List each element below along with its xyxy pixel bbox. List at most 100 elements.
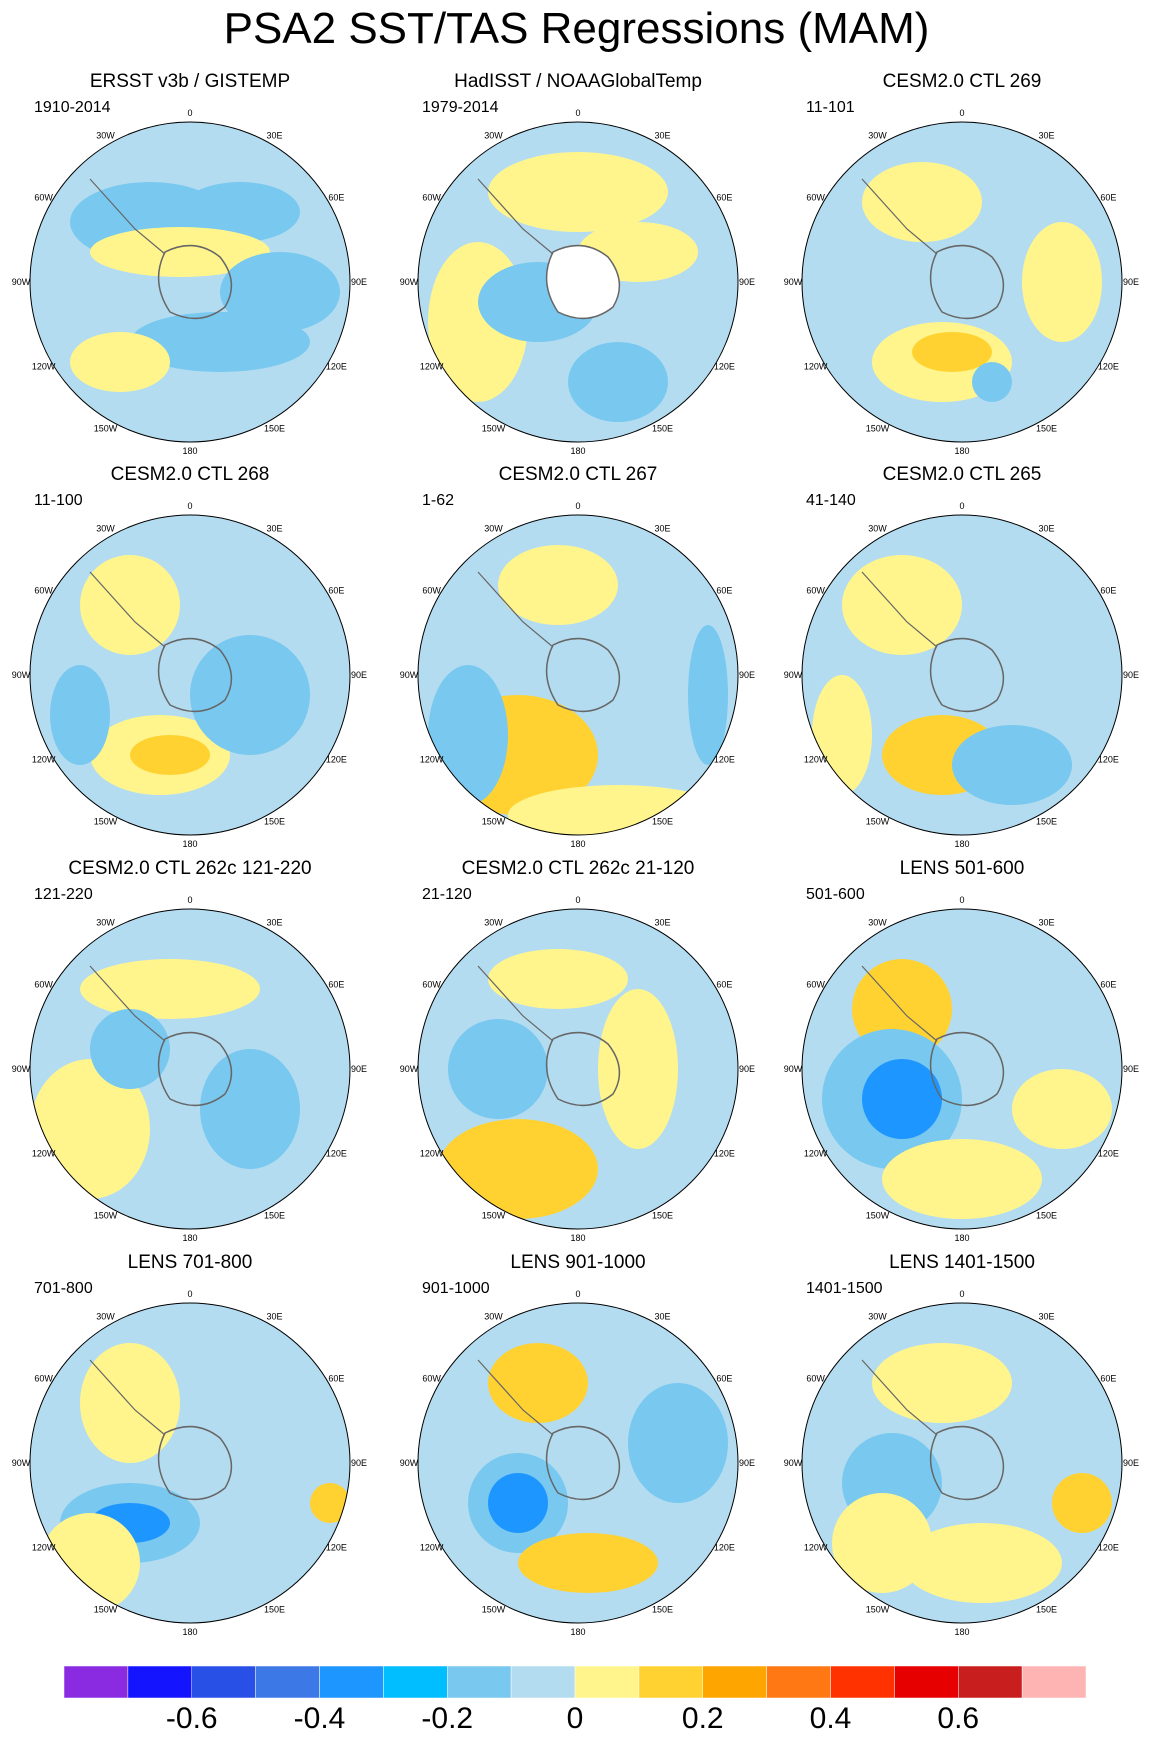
panel-title: LENS 1401-1500 — [889, 1252, 1035, 1273]
longitude-tick-label: 180 — [570, 446, 585, 456]
longitude-tick-label: 90W — [12, 1458, 31, 1468]
longitude-tick-label: 120E — [1098, 1543, 1119, 1553]
longitude-tick-label: 60W — [422, 586, 441, 596]
panel-period: 21-120 — [422, 886, 472, 903]
longitude-tick-label: 90W — [12, 1064, 31, 1074]
antarctica-coastline — [157, 1031, 233, 1107]
map-panel: 0 30E 60E 90E 120E 150E 180 150W 120W 90W 60W 30W LE… — [772, 1251, 1152, 1641]
colorbar-box — [574, 1665, 640, 1699]
longitude-tick-label: 60E — [1100, 586, 1116, 596]
anomaly-region — [862, 162, 982, 242]
longitude-tick-label: 90E — [1123, 1458, 1139, 1468]
anomaly-region — [428, 665, 508, 805]
peninsula-coastline — [477, 571, 554, 648]
longitude-tick-label: 30W — [868, 1312, 887, 1322]
polar-map: 0 30E 60E 90E 120E 150E 180 150W 120W 90W 60W 30W — [784, 1289, 1139, 1637]
longitude-tick-label: 0 — [187, 108, 192, 118]
longitude-tick-label: 60E — [328, 980, 344, 990]
longitude-tick-label: 120W — [804, 1543, 828, 1553]
colorbar-label: -0.4 — [293, 1702, 346, 1735]
longitude-tick-label: 120E — [326, 1543, 347, 1553]
anomaly-region — [862, 1059, 942, 1139]
longitude-tick-label: 150W — [482, 816, 506, 826]
polar-map: 0 30E 60E 90E 120E 150E 180 150W 120W 90W 60W 30W — [400, 895, 755, 1243]
anomaly-region — [310, 1483, 350, 1523]
longitude-tick-label: 30W — [96, 1312, 115, 1322]
longitude-tick-label: 150E — [652, 423, 673, 433]
anomaly-region — [842, 555, 962, 655]
longitude-tick-label: 30E — [266, 918, 282, 928]
longitude-tick-label: 150E — [652, 1604, 673, 1614]
longitude-tick-label: 120E — [714, 1149, 735, 1159]
panel-period: 11-100 — [34, 492, 83, 509]
longitude-tick-label: 150W — [866, 1210, 890, 1220]
polar-map: 0 30E 60E 90E 120E 150E 180 150W 120W 90W 60W 30W — [784, 501, 1139, 849]
longitude-tick-label: 90W — [400, 277, 419, 287]
colorbar-label: 0.6 — [937, 1702, 980, 1735]
longitude-tick-label: 60W — [806, 980, 825, 990]
longitude-tick-label: 150E — [264, 816, 285, 826]
colorbar-box — [383, 1665, 448, 1699]
peninsula-coastline — [861, 1359, 938, 1436]
colorbar-box — [447, 1665, 512, 1699]
longitude-tick-label: 90W — [400, 1064, 419, 1074]
anomaly-region — [812, 675, 872, 795]
panel-period: 121-220 — [34, 886, 93, 903]
longitude-tick-label: 90E — [351, 1064, 367, 1074]
peninsula-coastline — [89, 1359, 166, 1436]
anomaly-region — [448, 1019, 548, 1119]
map-border — [417, 514, 739, 836]
longitude-tick-label: 30W — [484, 918, 503, 928]
longitude-tick-label: 60E — [716, 980, 732, 990]
anomaly-region — [912, 332, 992, 372]
longitude-tick-label: 120E — [1098, 755, 1119, 765]
panel-period: 701-800 — [34, 1280, 93, 1297]
panel-title: CESM2.0 CTL 269 — [882, 71, 1042, 92]
longitude-tick-label: 0 — [187, 501, 192, 511]
longitude-tick-label: 0 — [959, 895, 964, 905]
colorbar-box — [191, 1665, 256, 1699]
longitude-tick-label: 60W — [422, 980, 441, 990]
longitude-tick-label: 0 — [959, 501, 964, 511]
polar-map: 0 30E 60E 90E 120E 150E 180 150W 120W 90W 60W 30W — [400, 108, 755, 456]
anomaly-region — [80, 959, 260, 1019]
longitude-tick-label: 30W — [868, 918, 887, 928]
longitude-tick-label: 30E — [654, 1312, 670, 1322]
longitude-tick-label: 30E — [1038, 131, 1054, 141]
longitude-tick-label: 120E — [1098, 362, 1119, 372]
antarctica-coastline — [545, 244, 621, 320]
longitude-tick-label: 60E — [716, 193, 732, 203]
anomaly-region — [180, 182, 300, 242]
longitude-tick-label: 60E — [1100, 193, 1116, 203]
longitude-tick-label: 30W — [868, 131, 887, 141]
longitude-tick-label: 150E — [264, 423, 285, 433]
longitude-tick-label: 30W — [868, 524, 887, 534]
map-panel: 0 30E 60E 90E 120E 150E 180 150W 120W 90W 60W 30W CE… — [772, 463, 1152, 853]
polar-map: 0 30E 60E 90E 120E 150E 180 150W 120W 90W 60W 30W — [12, 895, 367, 1243]
longitude-tick-label: 30E — [266, 524, 282, 534]
longitude-tick-label: 30W — [484, 131, 503, 141]
polar-map: 0 30E 60E 90E 120E 150E 180 150W 120W 90W 60W 30W — [12, 1289, 367, 1637]
map-border — [801, 1302, 1123, 1624]
longitude-tick-label: 180 — [570, 1233, 585, 1243]
longitude-tick-label: 0 — [959, 108, 964, 118]
longitude-tick-label: 60E — [1100, 1374, 1116, 1384]
longitude-tick-label: 60E — [1100, 980, 1116, 990]
longitude-tick-label: 180 — [182, 446, 197, 456]
longitude-tick-label: 180 — [182, 1627, 197, 1637]
longitude-tick-label: 0 — [959, 1289, 964, 1299]
peninsula-coastline — [477, 1359, 554, 1436]
anomaly-region — [628, 1383, 728, 1503]
longitude-tick-label: 0 — [575, 895, 580, 905]
peninsula-coastline — [477, 178, 554, 255]
longitude-tick-label: 90W — [400, 670, 419, 680]
peninsula-coastline — [89, 178, 166, 255]
antarctica-coastline — [545, 1425, 621, 1501]
panel-period: 11-101 — [806, 99, 855, 116]
longitude-tick-label: 120W — [420, 362, 444, 372]
anomaly-region — [438, 1119, 598, 1219]
panel-title: LENS 901-1000 — [510, 1252, 646, 1273]
longitude-tick-label: 150W — [94, 1604, 118, 1614]
longitude-tick-label: 90E — [739, 1064, 755, 1074]
antarctica-coastline — [157, 1425, 233, 1501]
